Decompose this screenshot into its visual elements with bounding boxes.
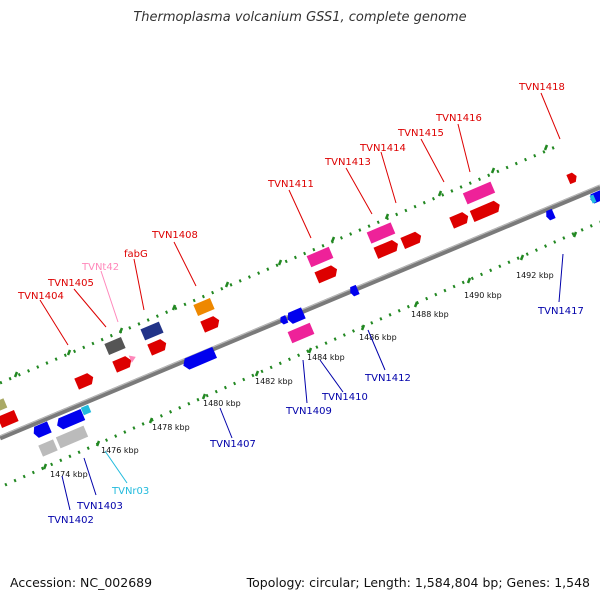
gene-label-tvn1404: TVN1404	[17, 291, 64, 302]
gene-arrow	[287, 322, 315, 344]
gene-arrow	[280, 315, 289, 325]
gene-arrow	[147, 339, 167, 356]
gene-arrows-lower	[33, 190, 600, 457]
gene-arrow	[112, 356, 132, 373]
gene-arrows-upper	[0, 172, 577, 429]
gene-label-tvn1416: TVN1416	[435, 113, 482, 124]
gene-arrow	[38, 439, 58, 457]
kbp-label-1492: 1492 kbp	[516, 271, 554, 280]
gene-arrow	[55, 425, 89, 449]
gene-arrow	[193, 297, 215, 317]
gene-arrow	[314, 265, 338, 284]
kbp-label-1476: 1476 kbp	[101, 446, 139, 455]
kbp-label-1474: 1474 kbp	[50, 470, 88, 479]
gene-label-tvn1407: TVN1407	[209, 439, 256, 450]
gene-label-tvn1415: TVN1415	[397, 128, 444, 139]
gene-arrow	[469, 200, 500, 222]
gene-arrow	[33, 421, 52, 438]
gene-label-tvn1412: TVN1412	[364, 373, 411, 384]
gene-label-tvnt42: TVNt42	[81, 262, 119, 273]
gene-labels-lower: TVN1402 TVN1403 TVNr03 TVN1407 TVN1409 T…	[47, 306, 584, 526]
gene-label-tvn1417: TVN1417	[537, 306, 584, 317]
gene-arrow	[306, 246, 334, 268]
gene-arrow	[566, 172, 577, 185]
gene-arrow	[462, 181, 496, 205]
kbp-labels: 1474 kbp 1476 kbp 1478 kbp 1480 kbp 1482…	[50, 271, 554, 479]
gene-arrow	[589, 194, 597, 204]
gene-label-tvn1411: TVN1411	[267, 179, 314, 190]
kbp-label-1478: 1478 kbp	[152, 423, 190, 432]
gene-labels-upper: TVN1404 TVN1405 TVNt42 fabG TVN1408 TVN1…	[17, 82, 565, 302]
gene-arrow	[350, 284, 360, 297]
gene-label-tvn1405: TVN1405	[47, 278, 94, 289]
gene-arrow	[366, 222, 396, 244]
gene-label-tvn1418: TVN1418	[518, 82, 565, 93]
map-title: Thermoplasma volcanium GSS1, complete ge…	[133, 10, 467, 25]
gene-arrow	[140, 321, 164, 341]
gene-arrow	[74, 373, 94, 390]
gene-label-tvn1413: TVN1413	[324, 157, 371, 168]
gene-label-tvn1403: TVN1403	[76, 501, 123, 512]
gene-arrow	[287, 307, 306, 324]
gene-arrow	[200, 316, 220, 333]
kbp-label-1486: 1486 kbp	[359, 333, 397, 342]
gene-arrow	[400, 231, 422, 250]
kbp-label-1488: 1488 kbp	[411, 310, 449, 319]
gene-label-fabg: fabG	[124, 249, 148, 260]
gene-arrow	[104, 336, 126, 356]
gene-arrow	[0, 409, 19, 429]
gene-label-tvn1409: TVN1409	[285, 406, 332, 417]
gene-label-tvnr03: TVNr03	[111, 486, 149, 497]
accession-text: Accession: NC_002689	[10, 575, 153, 590]
gene-label-tvn1410: TVN1410	[321, 392, 368, 403]
gene-label-tvn1408: TVN1408	[151, 230, 198, 241]
gene-arrow	[80, 404, 92, 416]
kbp-label-1482: 1482 kbp	[255, 377, 293, 386]
kbp-label-1480: 1480 kbp	[203, 399, 241, 408]
gene-arrow	[128, 355, 136, 363]
gene-label-tvn1402: TVN1402	[47, 515, 94, 526]
upper-dotted-guide	[0, 143, 561, 385]
gene-label-tvn1414: TVN1414	[359, 143, 406, 154]
gene-arrow	[449, 212, 469, 229]
gene-arrow	[373, 239, 398, 259]
scale-ticks	[13, 144, 578, 470]
gene-arrow	[183, 346, 217, 370]
gene-arrow	[0, 398, 8, 414]
gene-arrow	[546, 208, 556, 221]
leader-lines	[39, 92, 564, 511]
kbp-label-1484: 1484 kbp	[307, 353, 345, 362]
kbp-label-1490: 1490 kbp	[464, 291, 502, 300]
genome-summary-text: Topology: circular; Length: 1,584,804 bp…	[246, 575, 590, 590]
gene-arrow	[57, 409, 86, 430]
